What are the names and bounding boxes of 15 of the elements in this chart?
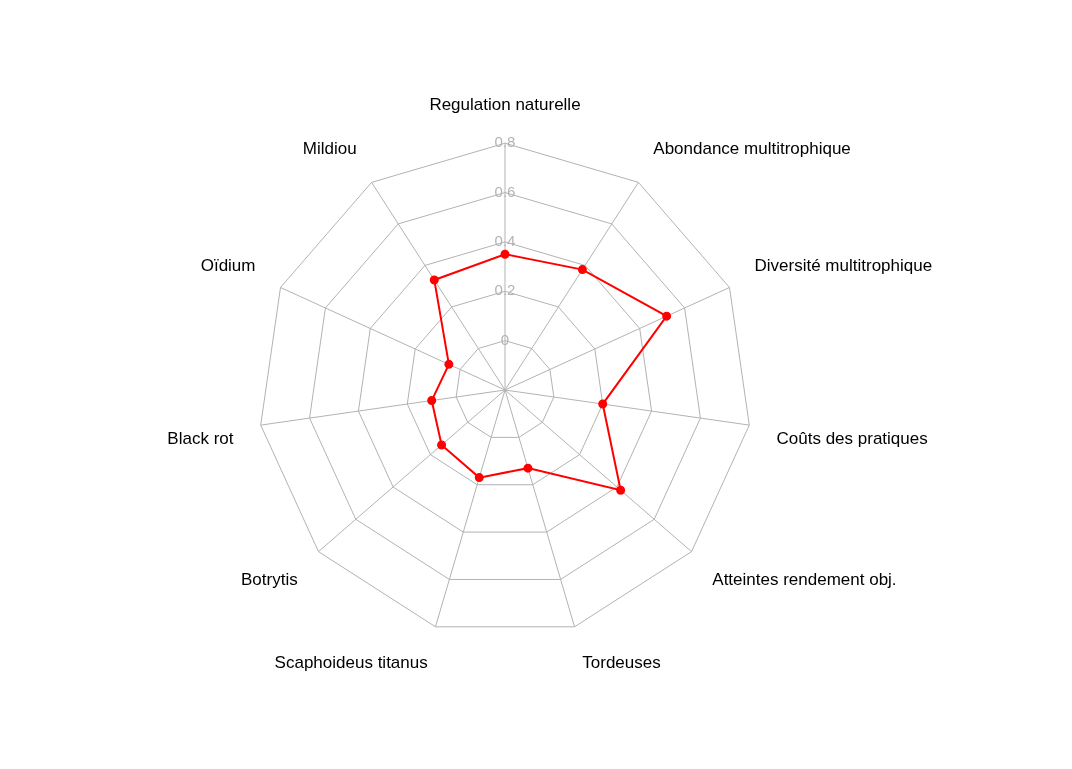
spoke-label: Coûts des pratiques [776, 428, 928, 448]
y-tick-label: 0.4 [494, 232, 516, 250]
spoke-label: Mildiou [302, 138, 357, 158]
spoke-label: Scaphoideus titanus [274, 653, 428, 673]
spoke-label: Tordeuses [582, 653, 661, 673]
spoke-label: Black rot [167, 428, 234, 448]
spoke-label: Oïdium [200, 255, 256, 275]
spoke-label: Abondance multitrophique [653, 138, 851, 158]
spoke-label: Regulation naturelle [429, 95, 581, 115]
y-tick-label: 0.2 [494, 281, 516, 299]
spoke-label: Atteintes rendement obj. [712, 569, 897, 589]
spoke-label: Botrytis [241, 569, 298, 589]
y-tick-label: 0.8 [494, 133, 516, 151]
y-tick-label: 0.6 [494, 182, 516, 200]
spoke-label: Diversité multitrophique [754, 255, 933, 275]
